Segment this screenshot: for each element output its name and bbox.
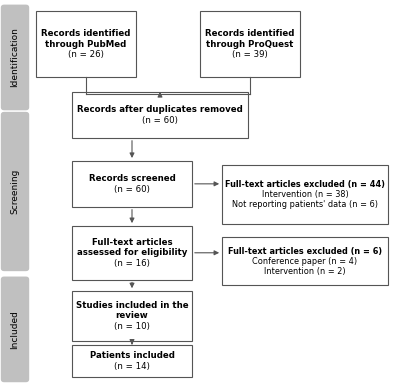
Bar (200, 11, 300, 77)
Bar (72, 291, 192, 341)
FancyBboxPatch shape (1, 5, 29, 110)
Text: (n = 10): (n = 10) (114, 322, 150, 331)
Text: Records after duplicates removed: Records after duplicates removed (77, 105, 243, 114)
Text: Not reporting patients' data (n = 6): Not reporting patients' data (n = 6) (232, 200, 378, 209)
Bar (72, 161, 192, 207)
Text: Records identified: Records identified (41, 29, 131, 38)
Bar (36, 11, 136, 77)
Bar (72, 345, 192, 377)
Bar (72, 92, 248, 138)
Text: Full-text articles: Full-text articles (92, 237, 172, 247)
Text: Included: Included (10, 310, 20, 349)
Text: (n = 60): (n = 60) (142, 116, 178, 125)
Text: Records screened: Records screened (89, 174, 175, 183)
Text: (n = 26): (n = 26) (68, 50, 104, 59)
Text: through PubMed: through PubMed (45, 39, 127, 49)
Text: Intervention (n = 2): Intervention (n = 2) (264, 267, 346, 276)
Text: assessed for eligibility: assessed for eligibility (77, 248, 187, 257)
Text: (n = 14): (n = 14) (114, 362, 150, 371)
Text: Full-text articles excluded (n = 6): Full-text articles excluded (n = 6) (228, 247, 382, 256)
Bar (72, 226, 192, 280)
Text: Patients included: Patients included (90, 351, 174, 360)
Text: (n = 39): (n = 39) (232, 50, 268, 59)
Bar (222, 237, 388, 285)
FancyBboxPatch shape (1, 277, 29, 382)
Text: Full-text articles excluded (n = 44): Full-text articles excluded (n = 44) (225, 180, 385, 189)
FancyBboxPatch shape (1, 112, 29, 271)
Text: (n = 16): (n = 16) (114, 259, 150, 268)
Bar (222, 165, 388, 224)
Text: Conference paper (n = 4): Conference paper (n = 4) (252, 257, 358, 266)
Text: Screening: Screening (10, 169, 20, 214)
Text: through ProQuest: through ProQuest (206, 39, 294, 49)
Text: Studies included in the: Studies included in the (76, 301, 188, 310)
Text: Records identified: Records identified (205, 29, 295, 38)
Text: (n = 60): (n = 60) (114, 185, 150, 194)
Text: Identification: Identification (10, 28, 20, 87)
Text: Intervention (n = 38): Intervention (n = 38) (262, 190, 348, 199)
Text: review: review (116, 311, 148, 321)
